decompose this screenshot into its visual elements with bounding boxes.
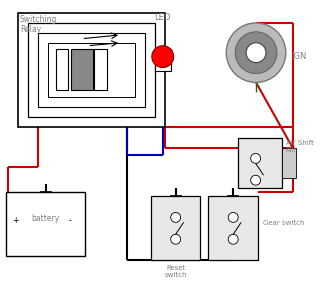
Text: Air Shift
Kill: Air Shift Kill	[286, 140, 314, 153]
Circle shape	[251, 175, 260, 185]
Bar	[48, 43, 135, 97]
Bar	[28, 23, 155, 117]
Bar	[6, 192, 85, 256]
Text: battery: battery	[32, 215, 60, 224]
Text: -: -	[69, 216, 72, 225]
Circle shape	[152, 46, 174, 68]
Bar	[38, 33, 145, 107]
Bar	[155, 49, 171, 70]
Circle shape	[171, 213, 180, 222]
Bar	[94, 49, 107, 90]
Circle shape	[228, 234, 238, 244]
Bar	[282, 148, 296, 178]
Bar	[71, 49, 93, 90]
Circle shape	[235, 32, 277, 74]
Bar	[56, 49, 68, 90]
Circle shape	[171, 234, 180, 244]
Circle shape	[251, 153, 260, 163]
Bar	[151, 196, 200, 260]
Circle shape	[226, 23, 286, 82]
Text: +: +	[13, 216, 19, 225]
Text: IGN: IGN	[291, 52, 306, 61]
Text: Switching
Relay: Switching Relay	[20, 15, 57, 34]
Bar	[208, 196, 258, 260]
Circle shape	[246, 43, 266, 63]
Circle shape	[228, 213, 238, 222]
Bar	[18, 13, 165, 127]
Bar	[238, 138, 282, 188]
Text: LED: LED	[155, 13, 171, 22]
Text: Reset
switch: Reset switch	[164, 265, 187, 278]
Text: Gear switch: Gear switch	[263, 220, 305, 226]
